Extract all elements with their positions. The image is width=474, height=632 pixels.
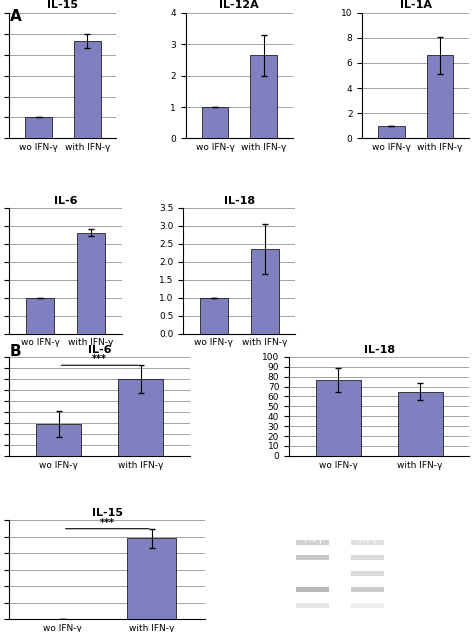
Title: IL-12A: IL-12A — [219, 1, 259, 11]
Bar — [296, 603, 329, 608]
Text: wo
IFN-γ: wo IFN-γ — [303, 525, 322, 544]
Bar — [200, 298, 228, 334]
Text: ***: *** — [92, 354, 107, 364]
Bar — [118, 379, 163, 456]
Text: IL-15: IL-15 — [410, 569, 429, 578]
Bar — [351, 603, 384, 608]
Text: IL-18: IL-18 — [410, 585, 429, 594]
Bar — [296, 587, 329, 592]
Title: IL-18: IL-18 — [224, 195, 255, 205]
Bar — [351, 587, 384, 592]
Bar — [25, 118, 52, 138]
Bar — [74, 41, 100, 138]
Title: IL-15: IL-15 — [92, 508, 123, 518]
Bar — [378, 126, 405, 138]
Text: with
IFN-γ: with IFN-γ — [358, 525, 377, 544]
Text: B: B — [9, 344, 21, 360]
Text: GAPDH: GAPDH — [410, 601, 438, 610]
Text: IL-12A: IL-12A — [410, 538, 435, 547]
Bar — [296, 540, 329, 545]
Text: A: A — [9, 9, 21, 25]
Title: IL-18: IL-18 — [364, 344, 395, 355]
Bar — [36, 424, 81, 456]
Bar — [26, 298, 54, 334]
Bar — [351, 571, 384, 576]
Text: IL-6: IL-6 — [410, 554, 425, 562]
Bar — [316, 380, 361, 456]
Bar — [251, 249, 279, 334]
Text: C: C — [449, 525, 458, 534]
Bar — [398, 391, 443, 456]
Title: IL-15: IL-15 — [47, 1, 78, 11]
Title: IL-1A: IL-1A — [400, 1, 432, 11]
Text: ***: *** — [100, 518, 115, 528]
Bar — [296, 556, 329, 561]
Bar — [202, 107, 228, 138]
Bar — [77, 233, 105, 334]
Bar — [128, 538, 176, 619]
Title: IL-6: IL-6 — [54, 195, 77, 205]
Bar — [427, 56, 454, 138]
Title: IL-6: IL-6 — [88, 344, 111, 355]
Bar — [351, 556, 384, 561]
Bar — [351, 540, 384, 545]
Bar — [250, 55, 277, 138]
